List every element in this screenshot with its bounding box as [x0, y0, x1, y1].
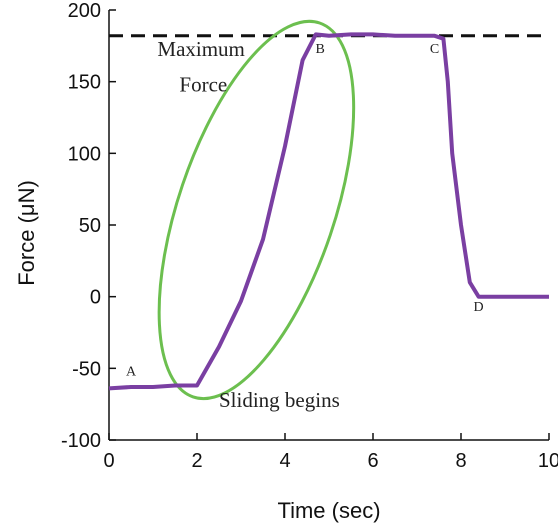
- y-axis-title: Force (μN): [14, 180, 39, 286]
- y-tick-label: 200: [68, 0, 101, 22]
- annotation-text: Sliding begins: [219, 388, 340, 412]
- annotations: A B C D Maximum Force Sliding begins: [126, 37, 484, 412]
- point-label: C: [430, 42, 439, 57]
- y-tick-label: -100: [61, 430, 101, 452]
- y-axis: -100 -50 0 50 100 150 200: [61, 0, 116, 452]
- sliding-region-ellipse: [157, 19, 356, 401]
- x-tick-label: 4: [279, 450, 290, 472]
- y-tick-label: 150: [68, 72, 101, 94]
- point-label: D: [474, 300, 484, 315]
- y-tick-label: 0: [90, 287, 101, 309]
- x-tick-label: 0: [103, 450, 114, 472]
- annotation-text: Force: [179, 73, 227, 97]
- x-tick-label: 6: [367, 450, 378, 472]
- point-label: A: [126, 365, 137, 380]
- x-tick-label: 8: [455, 450, 466, 472]
- y-tick-label: 50: [79, 215, 101, 237]
- plot-frame: [108, 10, 549, 441]
- y-tick-label: 100: [68, 143, 101, 165]
- y-tick-label: -50: [72, 358, 101, 380]
- x-tick-label: 10: [538, 450, 558, 472]
- x-tick-label: 2: [191, 450, 202, 472]
- x-axis: 0 2 4 6 8 10: [103, 433, 558, 472]
- annotation-text: Maximum: [157, 37, 245, 61]
- force-series-line: [108, 32, 549, 391]
- point-label: B: [316, 42, 325, 57]
- x-axis-title: Time (sec): [277, 498, 380, 523]
